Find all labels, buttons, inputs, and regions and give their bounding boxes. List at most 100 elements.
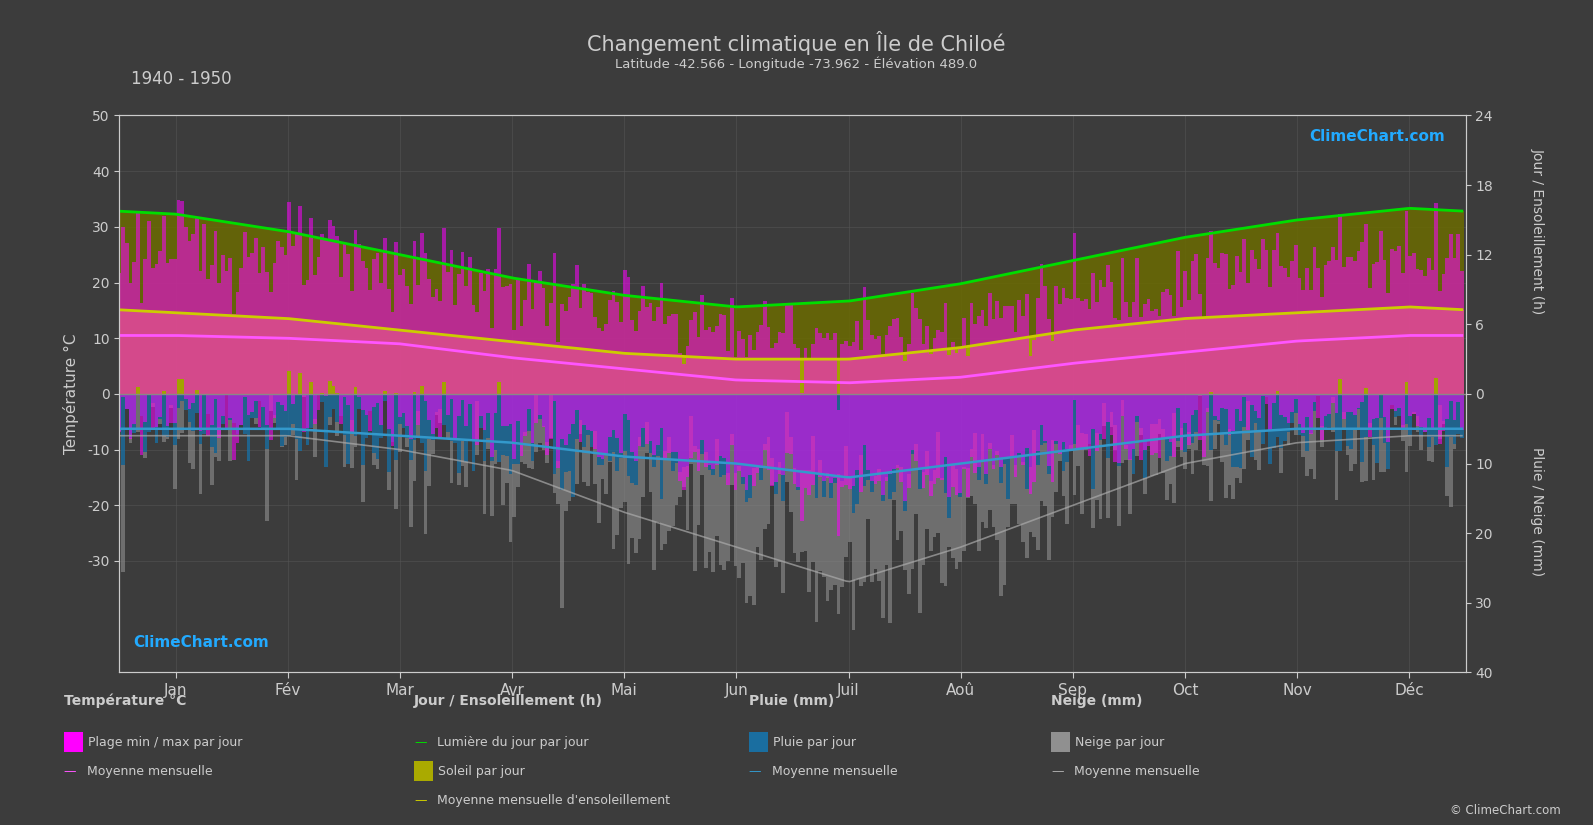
- Bar: [1271, 224, 1276, 394]
- Bar: [1047, 334, 1051, 394]
- Bar: [878, 336, 881, 482]
- Bar: [202, 219, 205, 394]
- Bar: [977, 394, 981, 480]
- Bar: [1380, 418, 1383, 472]
- Bar: [811, 303, 814, 394]
- Bar: [830, 359, 833, 394]
- Bar: [1066, 463, 1069, 524]
- Bar: [132, 262, 135, 424]
- Bar: [1442, 274, 1445, 431]
- Bar: [1139, 428, 1142, 436]
- Bar: [878, 394, 881, 469]
- Bar: [502, 455, 505, 506]
- Bar: [1461, 394, 1464, 437]
- Bar: [398, 424, 401, 452]
- Bar: [1153, 394, 1158, 424]
- Bar: [438, 334, 443, 394]
- Bar: [1461, 211, 1464, 394]
- Bar: [760, 359, 763, 394]
- Bar: [733, 359, 738, 394]
- Bar: [671, 356, 674, 394]
- Bar: [1262, 394, 1265, 444]
- Bar: [393, 330, 398, 394]
- Bar: [1375, 212, 1380, 394]
- Bar: [373, 328, 376, 394]
- Bar: [1010, 306, 1013, 458]
- Bar: [1338, 310, 1341, 394]
- Bar: [427, 279, 432, 420]
- Bar: [199, 271, 202, 431]
- Bar: [760, 394, 763, 480]
- Bar: [922, 290, 926, 394]
- Bar: [1313, 247, 1316, 402]
- Bar: [1201, 317, 1206, 457]
- Bar: [276, 318, 280, 394]
- Bar: [951, 465, 954, 559]
- Bar: [479, 394, 483, 428]
- Bar: [819, 333, 822, 477]
- Bar: [704, 304, 707, 394]
- Bar: [1391, 210, 1394, 394]
- Bar: [1231, 230, 1235, 394]
- Bar: [685, 465, 690, 530]
- Bar: [1290, 262, 1294, 412]
- Bar: [475, 394, 479, 402]
- Bar: [155, 394, 158, 443]
- Bar: [1383, 394, 1386, 443]
- Bar: [1290, 313, 1294, 394]
- Bar: [637, 297, 642, 394]
- Bar: [833, 394, 836, 483]
- Bar: [1139, 394, 1142, 428]
- Bar: [615, 471, 620, 535]
- Bar: [1172, 412, 1176, 503]
- Bar: [421, 259, 424, 394]
- Bar: [513, 330, 516, 459]
- Bar: [859, 394, 862, 455]
- Bar: [261, 248, 264, 407]
- Bar: [1239, 229, 1243, 394]
- Bar: [384, 252, 387, 394]
- Bar: [1128, 460, 1131, 514]
- Bar: [303, 394, 306, 397]
- Bar: [413, 394, 416, 440]
- Bar: [567, 394, 572, 471]
- Bar: [637, 394, 642, 437]
- Bar: [653, 467, 656, 570]
- Bar: [247, 394, 250, 461]
- Bar: [1024, 488, 1029, 559]
- Bar: [1195, 236, 1198, 394]
- Bar: [1043, 443, 1047, 507]
- Bar: [199, 445, 202, 493]
- Bar: [793, 468, 796, 553]
- Bar: [1262, 314, 1265, 394]
- Bar: [401, 331, 405, 394]
- Bar: [623, 271, 626, 414]
- Bar: [435, 394, 438, 412]
- Bar: [1083, 258, 1088, 394]
- Bar: [1408, 209, 1411, 394]
- Bar: [926, 451, 929, 529]
- Bar: [295, 233, 298, 394]
- Bar: [951, 342, 954, 487]
- Bar: [1051, 265, 1055, 394]
- Bar: [1169, 456, 1172, 484]
- Bar: [1391, 249, 1394, 409]
- Bar: [1158, 394, 1161, 418]
- Bar: [693, 446, 696, 571]
- Bar: [494, 394, 497, 450]
- Bar: [244, 232, 247, 398]
- Bar: [542, 394, 545, 427]
- Bar: [862, 357, 867, 394]
- Bar: [749, 498, 752, 596]
- Bar: [730, 434, 733, 485]
- Bar: [782, 333, 785, 475]
- Bar: [390, 329, 393, 394]
- Bar: [1061, 288, 1066, 441]
- Bar: [1035, 268, 1040, 394]
- Bar: [718, 477, 723, 565]
- Bar: [387, 252, 390, 394]
- Bar: [589, 394, 593, 447]
- Bar: [715, 439, 718, 536]
- Bar: [255, 317, 258, 394]
- Bar: [567, 297, 572, 434]
